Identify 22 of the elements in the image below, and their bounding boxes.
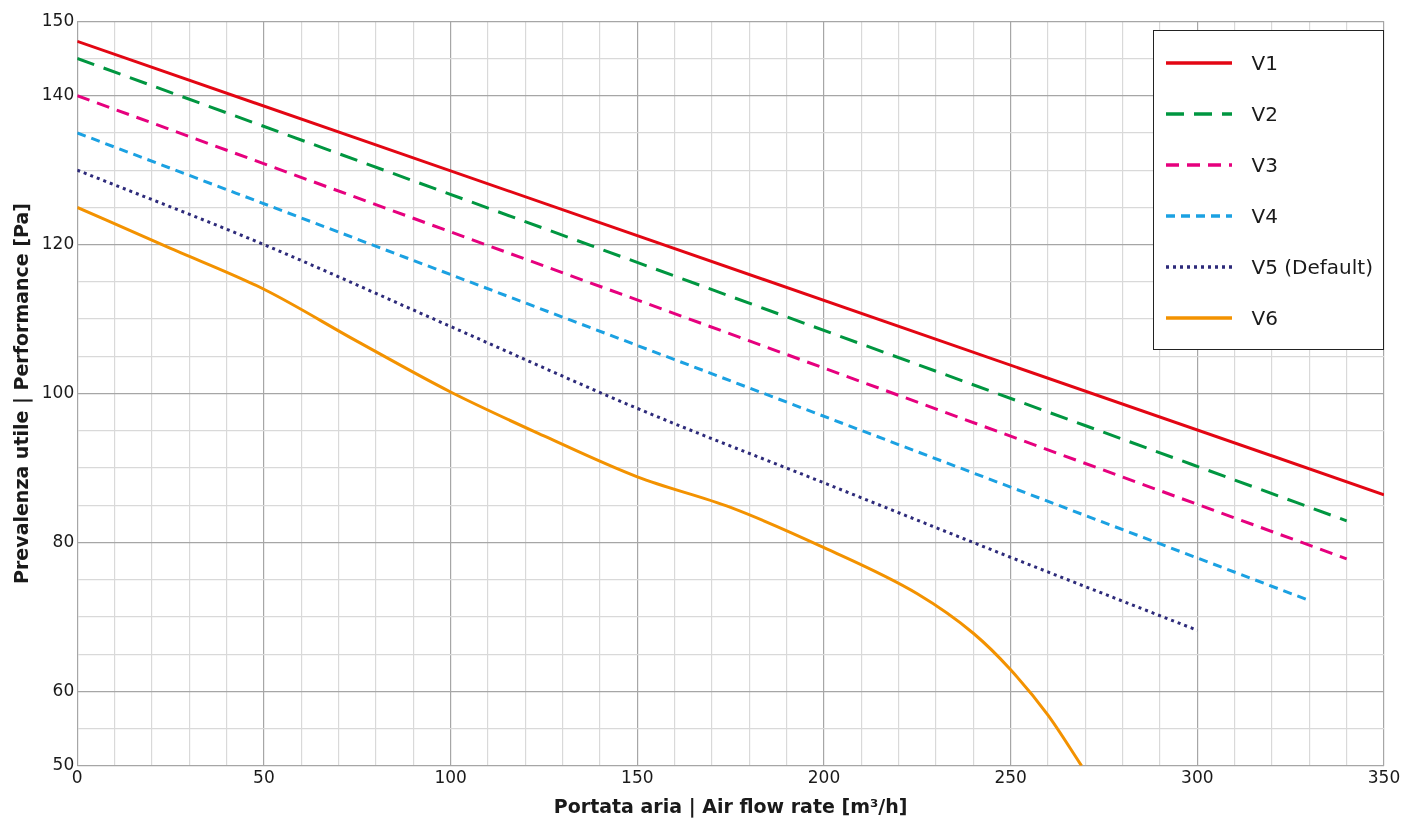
x-axis-title: Portata aria | Air flow rate [m³/h] <box>553 794 908 818</box>
y-tick-label: 140 <box>41 84 75 105</box>
y-tick-label: 80 <box>52 530 75 551</box>
legend-label: V6 <box>1251 305 1278 330</box>
x-tick-label: 250 <box>994 767 1027 788</box>
legend-label: V3 <box>1251 152 1278 177</box>
x-tick-label: 350 <box>1367 767 1401 788</box>
x-tick-label: 300 <box>1181 767 1214 788</box>
y-tick-label: 100 <box>41 381 75 402</box>
y-tick-label: 150 <box>41 9 75 30</box>
x-tick-label: 50 <box>253 767 275 788</box>
x-tick-label: 200 <box>807 767 841 788</box>
y-tick-label: 120 <box>41 233 75 253</box>
y-axis-title: Prevalenza utile | Performance [Pa] <box>10 203 34 584</box>
x-tick-label: 100 <box>434 767 467 788</box>
y-tick-label: 60 <box>52 679 75 700</box>
legend-label: V2 <box>1251 101 1278 126</box>
legend-label: V4 <box>1251 203 1278 228</box>
legend-label: V5 (Default) <box>1251 254 1373 279</box>
legend-label: V1 <box>1251 50 1278 75</box>
line-series <box>77 205 1084 766</box>
x-tick-label: 150 <box>621 767 654 788</box>
